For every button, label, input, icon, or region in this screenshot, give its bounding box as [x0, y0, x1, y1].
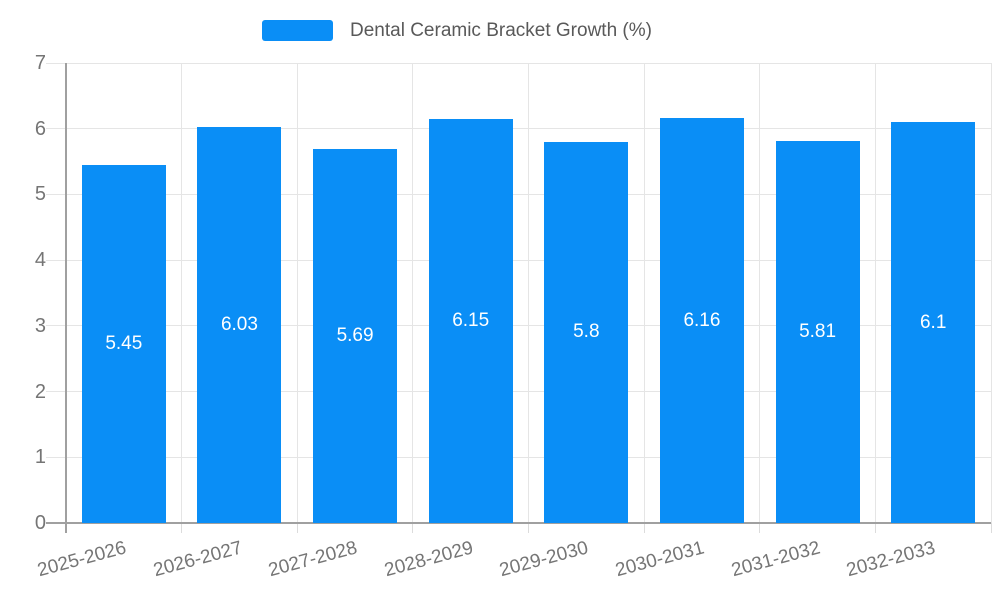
y-axis-tick-label: 3	[34, 314, 46, 337]
x-axis-category-label: 2029-2030	[497, 537, 591, 582]
bar-value-label: 5.81	[799, 321, 837, 343]
bar-value-label: 6.16	[683, 309, 721, 331]
y-axis-line	[65, 63, 67, 533]
legend-label: Dental Ceramic Bracket Growth (%)	[350, 20, 652, 41]
y-axis-tick-label: 7	[34, 52, 46, 74]
x-axis-tick	[412, 523, 414, 533]
bar-value-label: 5.8	[573, 321, 600, 343]
y-axis-tick-label: 2	[34, 380, 46, 403]
x-axis-category-label: 2027-2028	[266, 537, 360, 582]
bar[interactable]	[659, 118, 744, 523]
chart-legend-item[interactable]: Dental Ceramic Bracket Growth (%)	[262, 20, 652, 41]
x-axis-tick	[528, 523, 529, 533]
bar-value-label: 5.69	[336, 325, 374, 347]
x-axis-tick	[990, 523, 992, 533]
x-axis-category-label: 2025-2026	[35, 537, 129, 582]
x-axis-category-label: 2031-2032	[728, 537, 823, 582]
x-axis-line	[46, 522, 991, 524]
x-axis-tick	[643, 523, 645, 533]
bar[interactable]	[775, 141, 860, 523]
x-gridline	[181, 63, 183, 523]
x-axis-category-label: 2032-2033	[844, 537, 938, 582]
bar-value-label: 6.03	[220, 313, 258, 335]
y-axis-tick	[46, 62, 66, 64]
x-gridline	[990, 63, 992, 523]
y-axis-tick	[46, 128, 66, 130]
bar[interactable]	[891, 122, 976, 523]
y-axis-tick	[46, 325, 66, 327]
x-gridline	[643, 63, 645, 523]
x-axis-tick	[874, 523, 876, 533]
y-axis-tick-label: 6	[34, 117, 46, 140]
x-axis-tick	[181, 523, 183, 533]
bar[interactable]	[544, 141, 629, 523]
bar-value-label: 6.15	[452, 309, 490, 331]
y-axis-tick	[46, 456, 66, 458]
x-gridline	[528, 63, 529, 523]
bar[interactable]	[313, 149, 398, 523]
x-axis-category-label: 2028-2029	[382, 537, 476, 582]
bar-value-label: 5.45	[105, 332, 143, 354]
y-axis-tick	[46, 193, 66, 195]
bar[interactable]	[81, 164, 166, 523]
legend-swatch	[262, 20, 333, 41]
x-gridline	[296, 63, 298, 523]
y-axis-tick-label: 5	[34, 183, 46, 206]
x-gridline	[759, 63, 761, 523]
x-axis-category-label: 2026-2027	[150, 537, 245, 582]
x-axis-category-label: 2030-2031	[613, 537, 707, 582]
y-axis-tick-label: 1	[34, 446, 46, 469]
bar[interactable]	[197, 126, 282, 523]
y-axis-tick-label: 0	[34, 512, 46, 534]
y-axis-tick	[46, 259, 66, 261]
y-axis-tick	[46, 391, 66, 393]
bar[interactable]	[428, 118, 513, 523]
x-gridline	[874, 63, 876, 523]
x-gridline	[412, 63, 414, 523]
x-axis-tick	[759, 523, 761, 533]
x-axis-tick	[296, 523, 298, 533]
bar-value-label: 6.1	[919, 311, 947, 333]
y-axis-tick-label: 4	[34, 249, 46, 272]
